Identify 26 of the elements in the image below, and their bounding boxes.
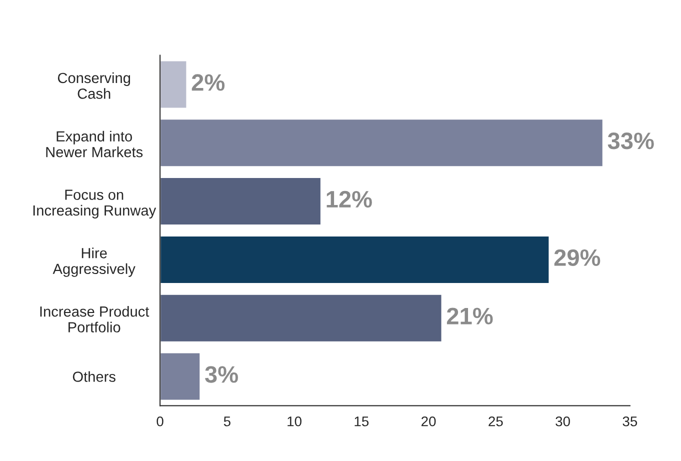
data-label: 12% bbox=[326, 190, 372, 208]
x-tick-label: 20 bbox=[422, 416, 436, 426]
data-label: 29% bbox=[554, 249, 600, 266]
data-label: 3% bbox=[205, 366, 238, 383]
x-tick-label: 10 bbox=[288, 416, 302, 426]
x-tick-label: 0 bbox=[156, 416, 164, 426]
bar bbox=[160, 118, 604, 168]
bar bbox=[160, 176, 322, 226]
x-tick-label: 15 bbox=[354, 416, 369, 426]
x-tick-label: 30 bbox=[556, 416, 570, 426]
bar bbox=[160, 235, 550, 284]
y-tick-label: Increase Product Portfolio bbox=[40, 306, 150, 332]
x-tick-label: 5 bbox=[224, 416, 230, 426]
bar bbox=[160, 293, 443, 343]
y-tick-label: Conserving Cash bbox=[58, 72, 130, 99]
x-tick-label: 25 bbox=[488, 416, 503, 426]
bar bbox=[160, 60, 188, 110]
bar bbox=[160, 352, 202, 402]
data-label: 33% bbox=[608, 132, 654, 150]
y-tick-label: Focus on Increasing Runway bbox=[33, 190, 156, 219]
x-tick-label: 35 bbox=[622, 416, 638, 426]
y-tick-label: Hire Aggressively bbox=[52, 248, 136, 277]
data-label: 2% bbox=[192, 74, 225, 91]
data-label: 21% bbox=[446, 308, 493, 324]
y-tick-label: Others bbox=[72, 371, 116, 382]
y-tick-label: Expand into Newer Markets bbox=[46, 130, 143, 158]
